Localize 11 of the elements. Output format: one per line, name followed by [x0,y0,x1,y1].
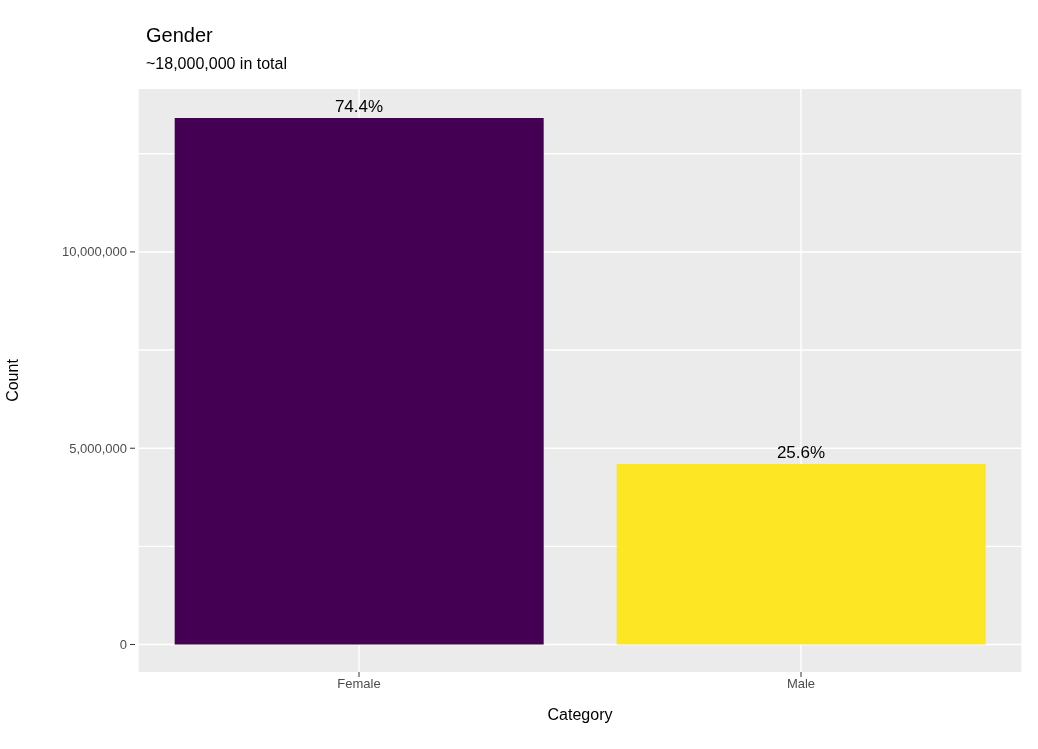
annotation: 74.4% [334,97,384,117]
annotation: 25.6% [776,442,826,462]
chart-title: Gender [146,24,214,47]
y-tick-label: 5,000,000 [69,440,127,456]
y-axis-title: Count [3,358,21,402]
x-axis-title: Category [547,706,613,723]
x-tick-label: Male [786,676,816,692]
y-tick-label: 10,000,000 [61,244,127,260]
x-tick-label: Female [337,676,381,692]
y-tick-label: 0 [119,637,127,653]
chart-subtitle: ~18,000,000 in total [146,55,288,73]
